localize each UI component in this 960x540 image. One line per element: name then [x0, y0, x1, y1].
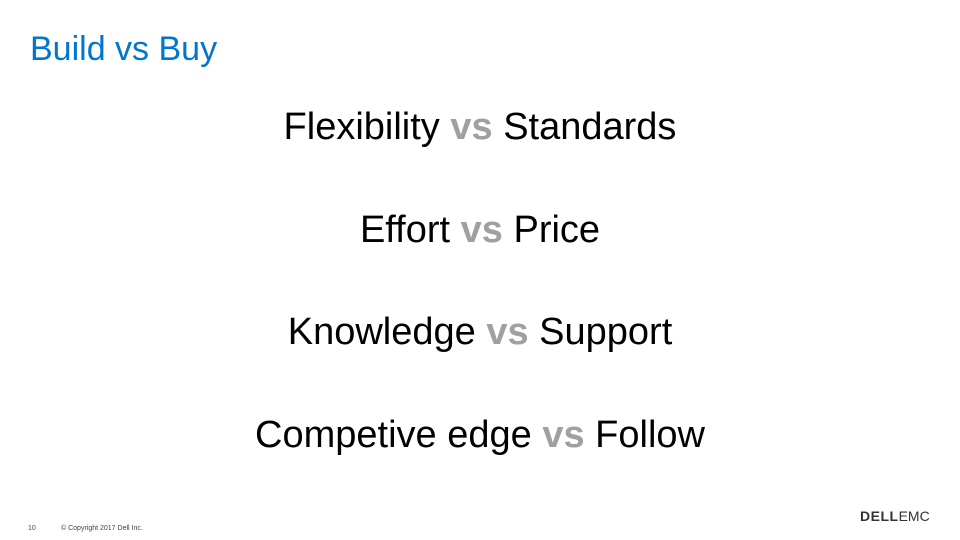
logo-emc: EMC [898, 508, 930, 524]
row-left-term: Knowledge [287, 311, 476, 353]
row-right-term: Price [513, 209, 601, 251]
row-left-term: Effort [359, 209, 451, 251]
page-number: 10 [28, 525, 36, 532]
row-right-term: Follow [595, 414, 705, 456]
vs-label: vs [450, 106, 493, 148]
comparison-row: Knowledge vs Support [0, 311, 960, 354]
row-right-term: Standards [503, 106, 677, 148]
copyright-notice: © Copyright 2017 Dell Inc. [61, 525, 143, 532]
vs-label: vs [460, 209, 503, 251]
row-left-term: Competive edge [255, 414, 532, 456]
dell-emc-logo: DELLEMC [860, 508, 930, 524]
row-left-term: Flexibility [283, 106, 440, 148]
logo-dell: DELL [860, 508, 899, 524]
comparison-row: Effort vs Price [0, 209, 960, 252]
vs-label: vs [542, 414, 585, 456]
row-right-term: Support [539, 311, 673, 353]
comparison-row: Flexibility vs Standards [0, 106, 960, 149]
slide-title: Build vs Buy [30, 30, 218, 68]
comparison-row: Competive edge vs Follow [0, 414, 960, 457]
vs-label: vs [486, 311, 529, 353]
